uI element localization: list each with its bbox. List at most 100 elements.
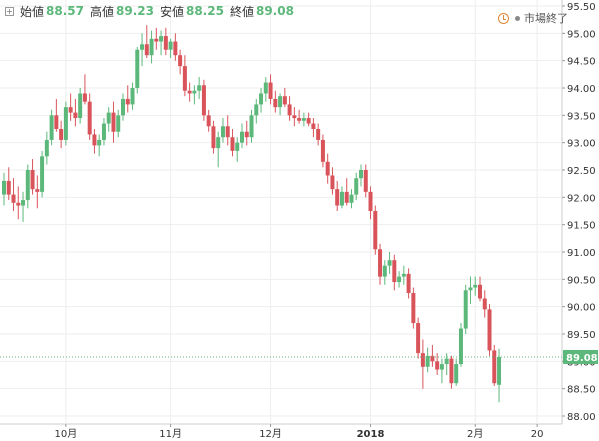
candle-body bbox=[316, 129, 321, 140]
candle-body bbox=[59, 129, 64, 140]
candle-body bbox=[111, 112, 116, 132]
candle bbox=[21, 191, 26, 222]
close-field: 終値 89.08 bbox=[230, 3, 294, 20]
candle bbox=[187, 82, 192, 102]
y-tick-label: 95.50 bbox=[567, 2, 596, 13]
candle-body bbox=[249, 115, 254, 138]
candle bbox=[140, 33, 145, 67]
y-tick-label: 94.00 bbox=[567, 84, 596, 95]
grid-lines bbox=[0, 0, 563, 425]
candle bbox=[44, 131, 49, 165]
candle bbox=[201, 79, 206, 121]
candle bbox=[197, 77, 202, 99]
candle bbox=[263, 77, 268, 102]
candle bbox=[40, 150, 45, 198]
candle-body bbox=[306, 118, 311, 124]
candle bbox=[349, 189, 354, 209]
candle-body bbox=[130, 88, 135, 105]
candle-body bbox=[263, 82, 268, 94]
candle bbox=[473, 276, 478, 296]
candle bbox=[35, 175, 40, 209]
x-tick-label: 2018 bbox=[357, 429, 385, 440]
x-tick-label: 20 bbox=[531, 429, 544, 440]
candle bbox=[444, 353, 449, 375]
candle bbox=[482, 290, 487, 318]
y-tick-label: 93.00 bbox=[567, 139, 596, 150]
candle bbox=[182, 55, 187, 97]
y-tick-label: 91.00 bbox=[567, 248, 596, 259]
candle-body bbox=[16, 202, 21, 206]
candle-body bbox=[235, 142, 240, 151]
candle-body bbox=[178, 55, 183, 67]
candle bbox=[330, 167, 335, 195]
candle bbox=[73, 98, 78, 127]
candle-body bbox=[301, 118, 306, 121]
candle bbox=[344, 178, 349, 206]
candle-body bbox=[425, 355, 430, 367]
candle-body bbox=[363, 170, 368, 192]
candle-body bbox=[468, 287, 473, 291]
candle-body bbox=[225, 126, 230, 138]
candle-body bbox=[268, 82, 273, 99]
candle bbox=[97, 134, 102, 157]
candle-body bbox=[206, 115, 211, 127]
candle bbox=[378, 243, 383, 285]
candle-body bbox=[87, 101, 92, 135]
candle-body bbox=[278, 96, 283, 108]
candle-body bbox=[140, 44, 145, 50]
clock-icon[interactable] bbox=[498, 12, 509, 24]
candle-body bbox=[220, 126, 225, 138]
candle-body bbox=[116, 115, 121, 132]
candle-body bbox=[458, 328, 463, 365]
candle bbox=[173, 33, 178, 61]
candle-body bbox=[173, 41, 178, 56]
x-tick-label: 2月 bbox=[467, 428, 483, 440]
candle-body bbox=[182, 66, 187, 91]
y-tick-label: 94.50 bbox=[567, 57, 596, 68]
candle-body bbox=[292, 115, 297, 119]
candle-body bbox=[163, 36, 168, 50]
candle bbox=[244, 120, 249, 146]
candle-body bbox=[487, 309, 492, 351]
candle bbox=[82, 74, 87, 105]
candle-body bbox=[392, 260, 397, 283]
candle bbox=[497, 348, 502, 403]
candle bbox=[259, 88, 264, 113]
candle bbox=[63, 101, 68, 146]
candle bbox=[101, 118, 106, 146]
candle-body bbox=[406, 273, 411, 293]
candle-body bbox=[473, 284, 478, 288]
candle-body bbox=[435, 361, 440, 370]
candle-body bbox=[101, 123, 106, 140]
candle bbox=[168, 38, 173, 58]
candle-body bbox=[6, 180, 11, 195]
expand-icon[interactable] bbox=[5, 6, 14, 16]
candle-body bbox=[335, 189, 340, 206]
candle bbox=[325, 153, 330, 184]
x-tick-label: 10月 bbox=[55, 428, 78, 440]
candle-body bbox=[449, 358, 454, 384]
candle bbox=[135, 47, 140, 94]
candle-body bbox=[401, 273, 406, 277]
candle bbox=[130, 82, 135, 110]
candle-body bbox=[359, 170, 363, 179]
candle bbox=[316, 123, 321, 146]
candle bbox=[16, 186, 21, 220]
candle bbox=[59, 120, 64, 149]
candle-body bbox=[411, 293, 416, 324]
candle bbox=[368, 186, 373, 220]
candle bbox=[454, 358, 459, 386]
candle bbox=[30, 159, 35, 195]
y-tick-label: 91.50 bbox=[567, 221, 596, 232]
candle bbox=[78, 88, 83, 124]
status-dot-icon bbox=[515, 15, 520, 21]
candle-body bbox=[92, 134, 97, 146]
candle-body bbox=[330, 175, 335, 190]
candle bbox=[430, 344, 435, 367]
candle-body bbox=[97, 139, 102, 146]
candle bbox=[216, 131, 221, 168]
close-value: 89.08 bbox=[255, 4, 294, 18]
candle-body bbox=[482, 298, 487, 310]
candle bbox=[382, 260, 387, 285]
candle-body bbox=[216, 137, 221, 149]
